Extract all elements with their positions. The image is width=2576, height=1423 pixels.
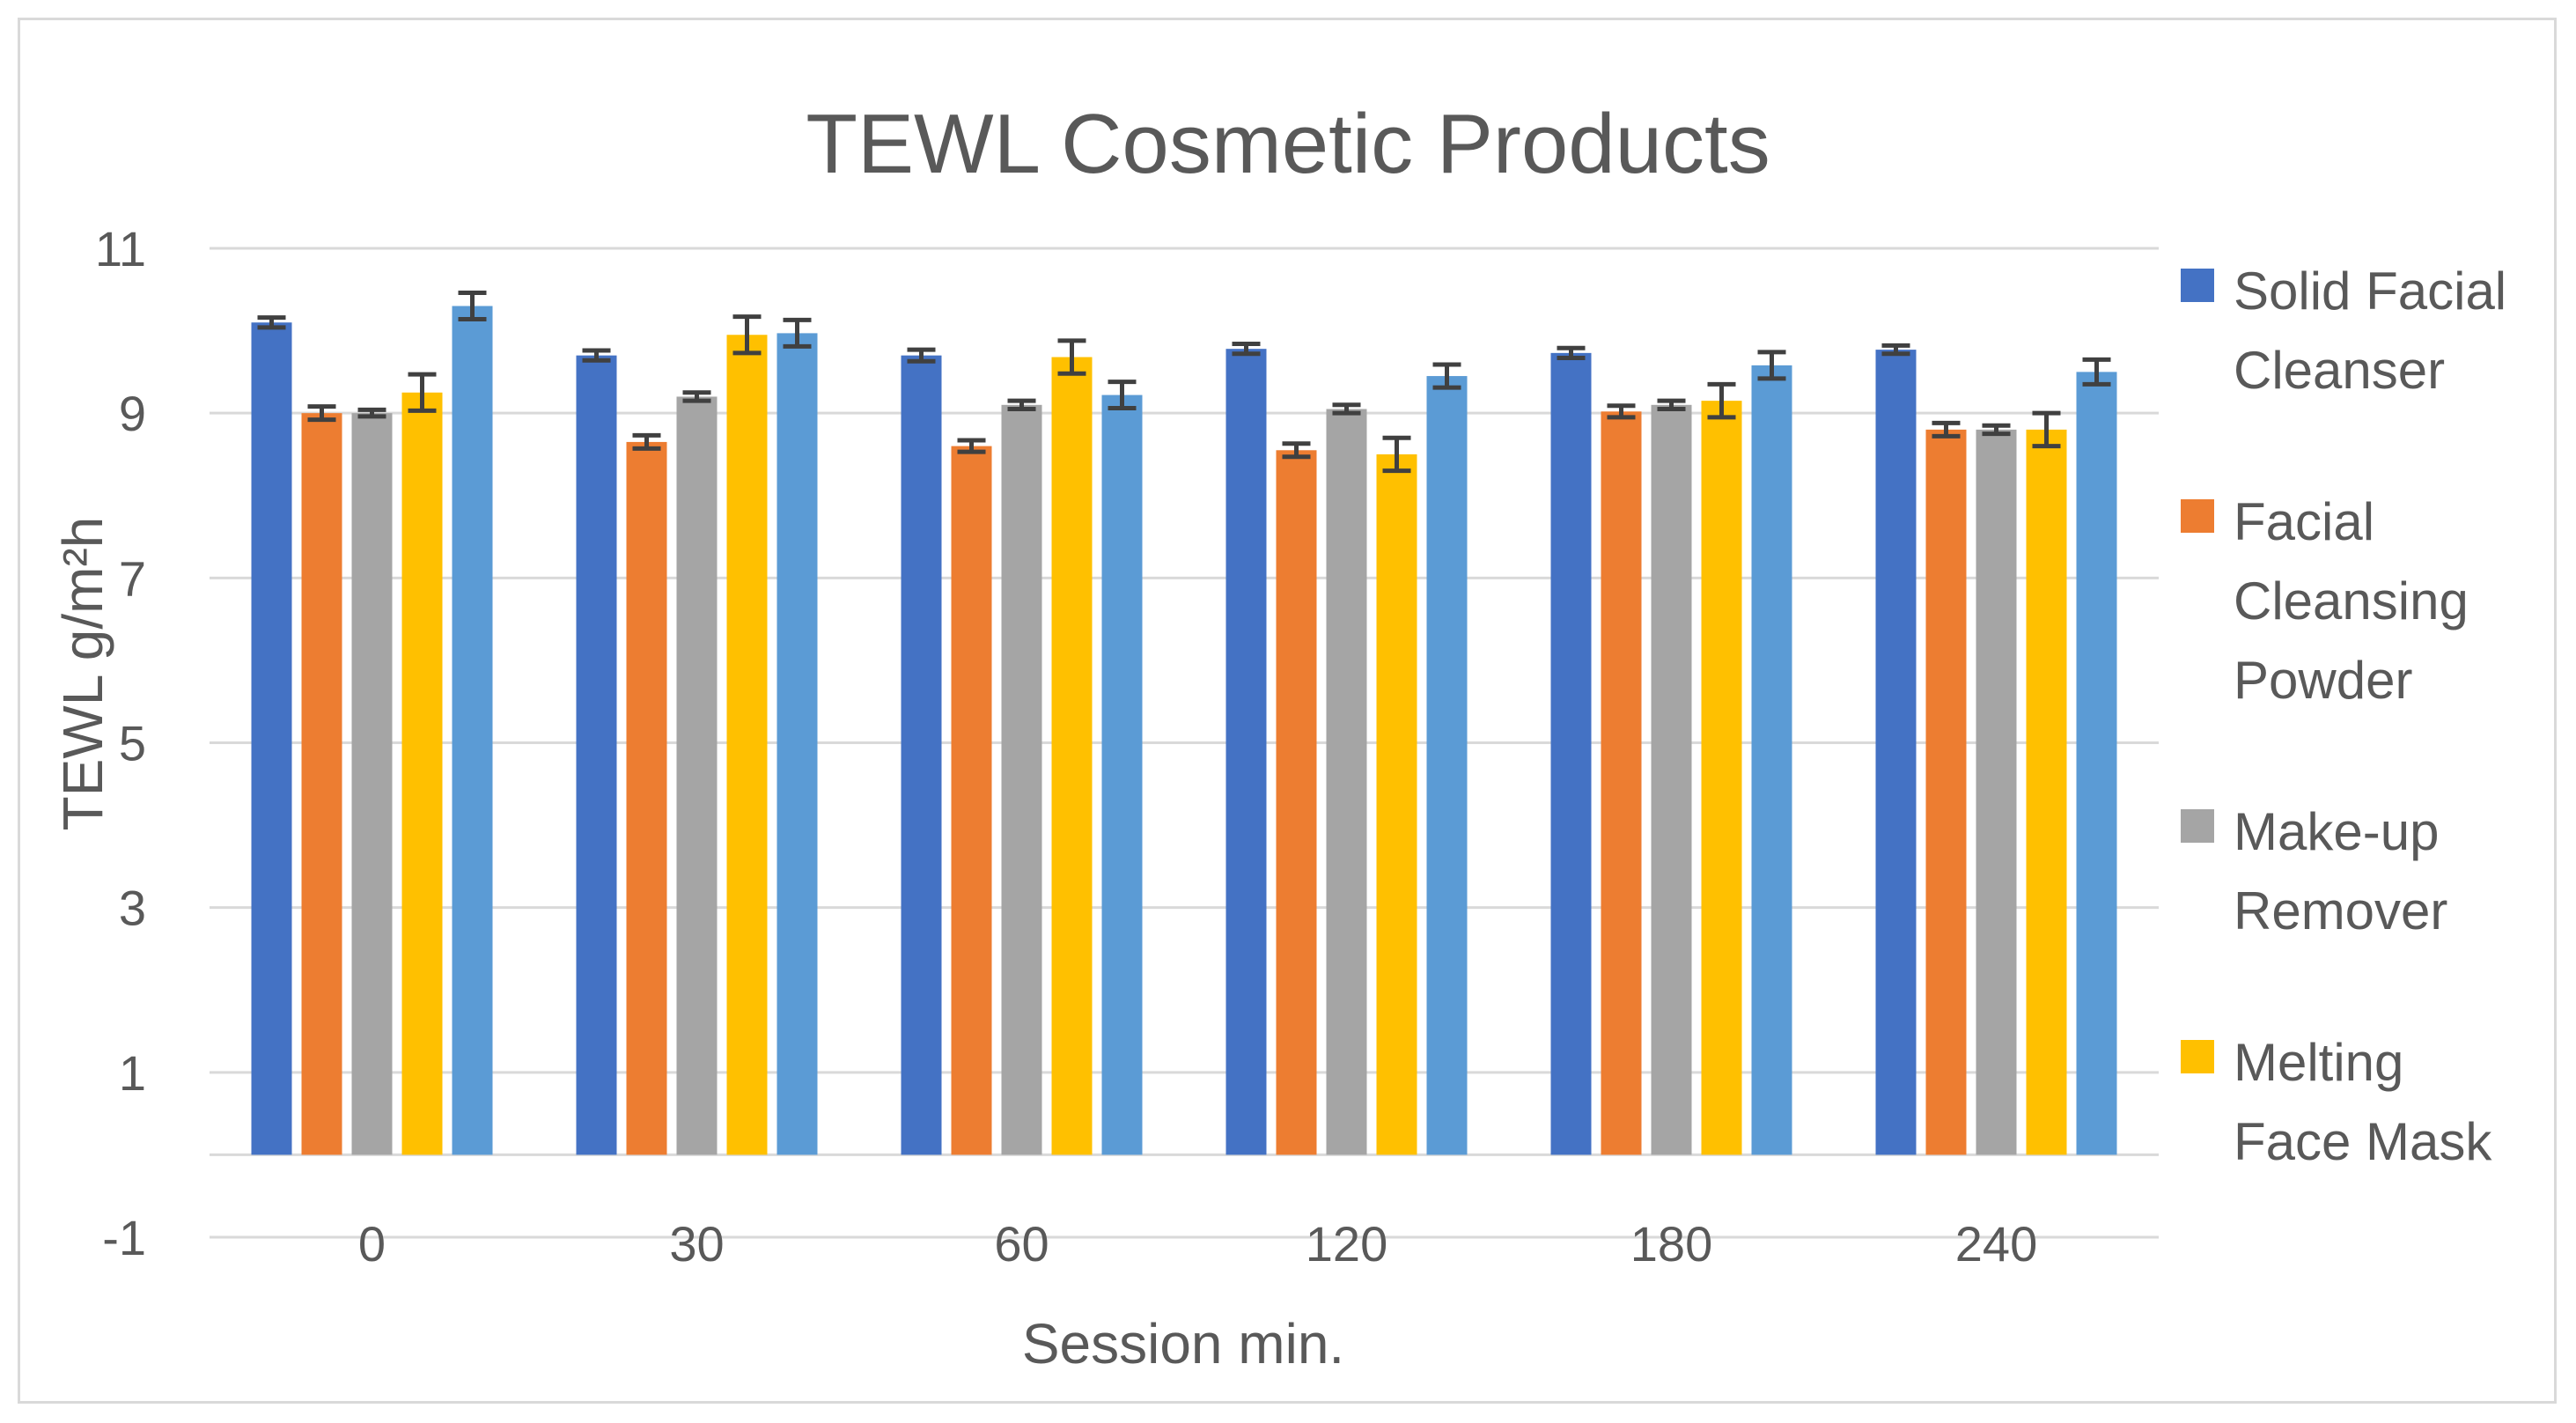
error-bar — [408, 372, 437, 413]
bar — [1326, 409, 1367, 1155]
bar — [1751, 365, 1792, 1155]
legend-label: Face Mask — [2234, 1112, 2492, 1171]
legend: Solid Facial Cleanser Facial Cleansing Powde… — [2181, 262, 2506, 1171]
error-bar — [2032, 410, 2061, 449]
bar — [1651, 404, 1692, 1155]
bar — [301, 413, 342, 1155]
bar — [1925, 429, 1967, 1155]
bars — [251, 306, 2117, 1155]
legend-label: Make-up — [2234, 802, 2439, 861]
bar — [1101, 394, 1143, 1155]
y-tick-label: 9 — [119, 386, 146, 441]
bar — [1426, 376, 1468, 1155]
bar — [776, 333, 818, 1155]
legend-label: Facial — [2234, 492, 2374, 551]
legend-swatch — [2181, 269, 2214, 302]
error-bar — [1757, 350, 1786, 381]
bar — [576, 355, 617, 1155]
x-axis-ticks: 0 30 60 120 180 240 — [358, 1216, 2037, 1272]
bar — [1701, 401, 1742, 1155]
legend-label: Remover — [2234, 881, 2447, 940]
y-axis-ticks: 11 9 7 5 3 1 -1 — [95, 221, 146, 1265]
bar — [251, 322, 292, 1155]
error-bar — [632, 432, 661, 451]
bar — [1601, 411, 1642, 1155]
legend-label: Cleansing — [2234, 571, 2469, 630]
error-bar — [732, 314, 762, 356]
x-tick-label: 120 — [1306, 1216, 1387, 1272]
x-tick-label: 0 — [358, 1216, 386, 1272]
legend-label: Powder — [2234, 651, 2412, 710]
error-bar — [458, 291, 487, 321]
y-axis-title: TEWL g/m²h — [51, 517, 114, 831]
error-bar — [783, 317, 812, 349]
bar — [1225, 349, 1267, 1155]
legend-swatch — [2181, 809, 2214, 843]
bar — [1376, 453, 1417, 1155]
bar — [1276, 450, 1317, 1155]
error-bar — [1657, 398, 1686, 411]
y-tick-label: -1 — [102, 1210, 146, 1265]
error-bar — [1607, 403, 1636, 420]
legend-swatch — [2181, 1040, 2214, 1073]
y-tick-label: 1 — [119, 1045, 146, 1101]
error-bar — [1557, 345, 1586, 360]
bar — [1550, 352, 1592, 1155]
error-bars — [257, 291, 2111, 474]
error-bar — [307, 404, 336, 423]
error-bar — [1932, 420, 1961, 439]
legend-label: Melting — [2234, 1033, 2403, 1092]
error-bar — [1432, 362, 1461, 390]
error-bar — [1057, 338, 1086, 376]
chart-title: TEWL Cosmetic Products — [806, 97, 1770, 191]
error-bar — [1232, 342, 1261, 357]
legend-label: Solid Facial — [2234, 262, 2506, 321]
error-bar — [1007, 398, 1036, 411]
error-bar — [2082, 357, 2111, 387]
bar — [1051, 357, 1093, 1155]
y-tick-label: 7 — [119, 550, 146, 606]
x-tick-label: 60 — [994, 1216, 1049, 1272]
bar — [452, 306, 493, 1155]
bar — [676, 396, 718, 1155]
x-axis-title: Session min. — [1022, 1312, 1344, 1375]
error-bar — [1282, 441, 1311, 460]
y-tick-label: 3 — [119, 881, 146, 936]
y-tick-label: 11 — [95, 221, 146, 276]
error-bar — [1108, 380, 1137, 411]
error-bar — [357, 407, 386, 419]
error-bar — [1382, 435, 1411, 474]
bar — [1001, 404, 1042, 1155]
bar — [401, 392, 443, 1155]
error-bar — [1881, 343, 1910, 357]
bar — [951, 446, 992, 1155]
x-tick-label: 240 — [1955, 1216, 2037, 1272]
bar — [2026, 429, 2067, 1155]
bar — [626, 441, 667, 1155]
bar — [351, 413, 393, 1155]
error-bar — [582, 348, 611, 363]
legend-swatch — [2181, 499, 2214, 533]
y-tick-label: 5 — [119, 716, 146, 771]
error-bar — [1707, 381, 1736, 420]
error-bar — [1982, 423, 2011, 437]
bar — [1976, 429, 2017, 1155]
bar — [2076, 372, 2117, 1155]
bar — [726, 335, 768, 1155]
x-tick-label: 30 — [669, 1216, 724, 1272]
error-bar — [257, 315, 286, 330]
error-bar — [957, 438, 986, 454]
error-bar — [907, 347, 936, 364]
bar — [901, 355, 942, 1155]
x-tick-label: 180 — [1630, 1216, 1712, 1272]
bar — [1875, 350, 1917, 1155]
gridlines — [210, 247, 2159, 1239]
error-bar — [682, 390, 711, 403]
legend-label: Cleanser — [2234, 341, 2445, 400]
error-bar — [1332, 402, 1361, 416]
